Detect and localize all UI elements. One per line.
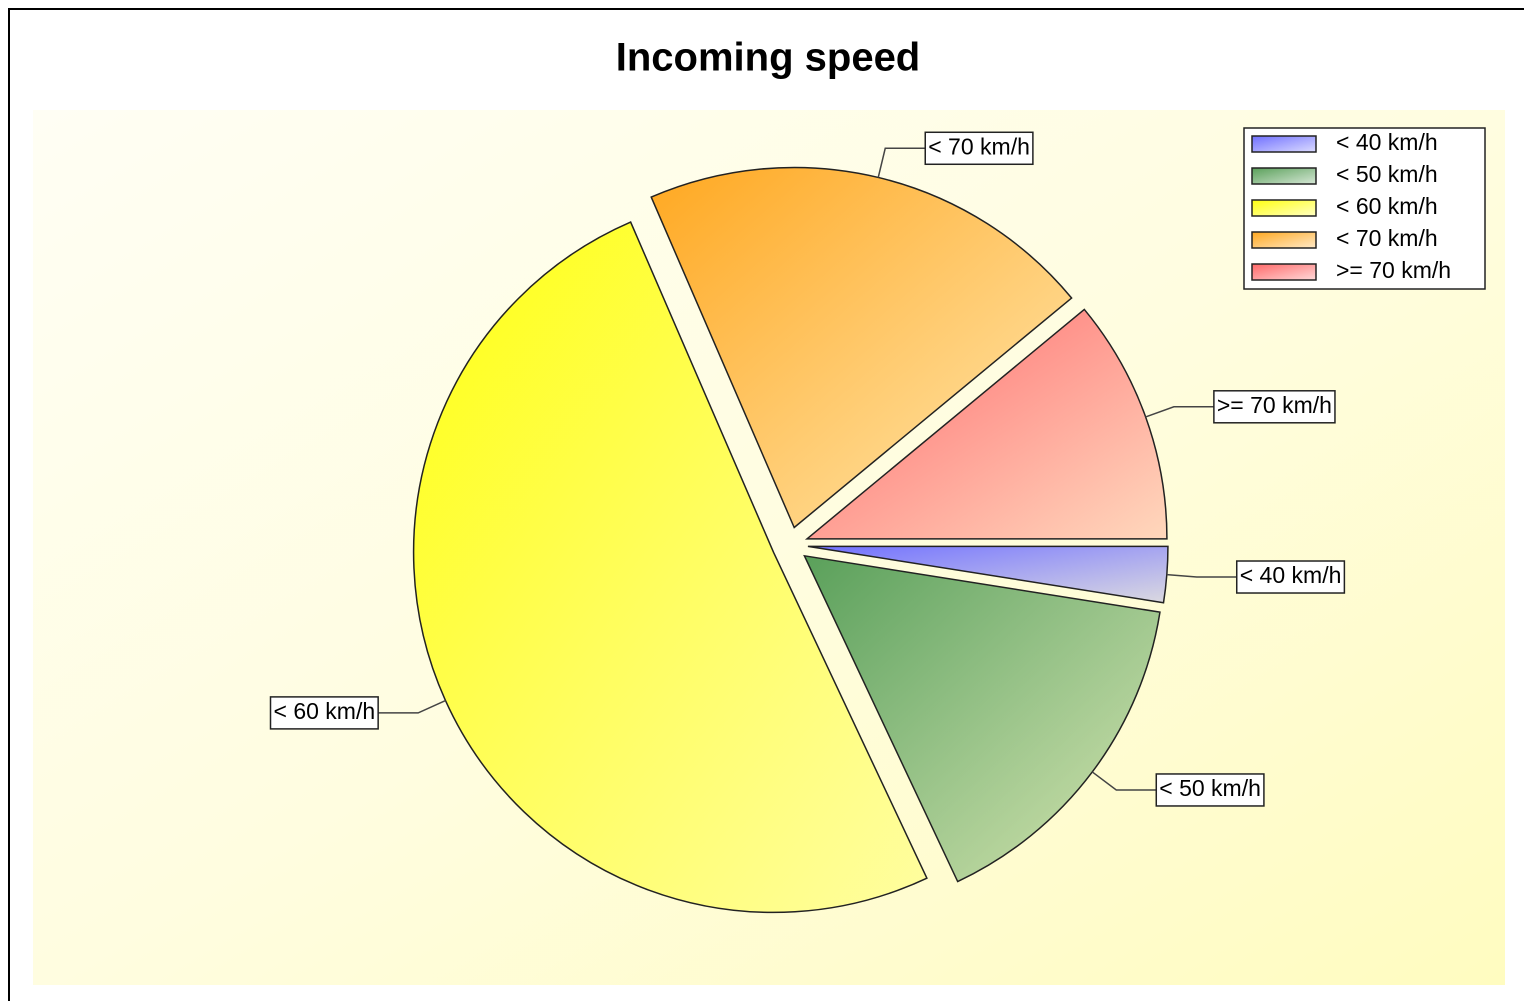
legend-swatch [1251, 231, 1317, 249]
label-box [1155, 773, 1265, 807]
legend-swatch [1251, 135, 1317, 153]
data-label: >= 70 km/h [1217, 392, 1332, 418]
leader-line [378, 699, 446, 714]
data-label: < 50 km/h [1159, 775, 1261, 801]
data-label: < 60 km/h [274, 698, 376, 724]
legend-swatch [1251, 199, 1317, 217]
legend-swatch [1251, 263, 1317, 281]
data-label: < 40 km/h [1240, 562, 1342, 588]
label-box [924, 131, 1034, 166]
label-box [1213, 390, 1336, 424]
label-box [1235, 560, 1346, 594]
legend-label: < 40 km/h [1336, 129, 1438, 155]
leader-line [1145, 406, 1214, 418]
legend-swatch [1251, 167, 1317, 185]
leader-line [1166, 573, 1237, 578]
chart-title: Incoming speed [616, 36, 921, 80]
label-box [269, 696, 379, 730]
pie-slice [807, 545, 1169, 604]
legend-label: >= 70 km/h [1336, 257, 1451, 283]
legend-label: < 60 km/h [1336, 193, 1438, 219]
leader-line [877, 147, 926, 178]
pie-slice [412, 221, 928, 914]
legend-label: < 70 km/h [1336, 225, 1438, 251]
leader-line [1091, 771, 1157, 791]
pie-slice [803, 554, 1161, 883]
data-label: < 70 km/h [928, 133, 1030, 159]
legend-label: < 50 km/h [1336, 161, 1438, 187]
